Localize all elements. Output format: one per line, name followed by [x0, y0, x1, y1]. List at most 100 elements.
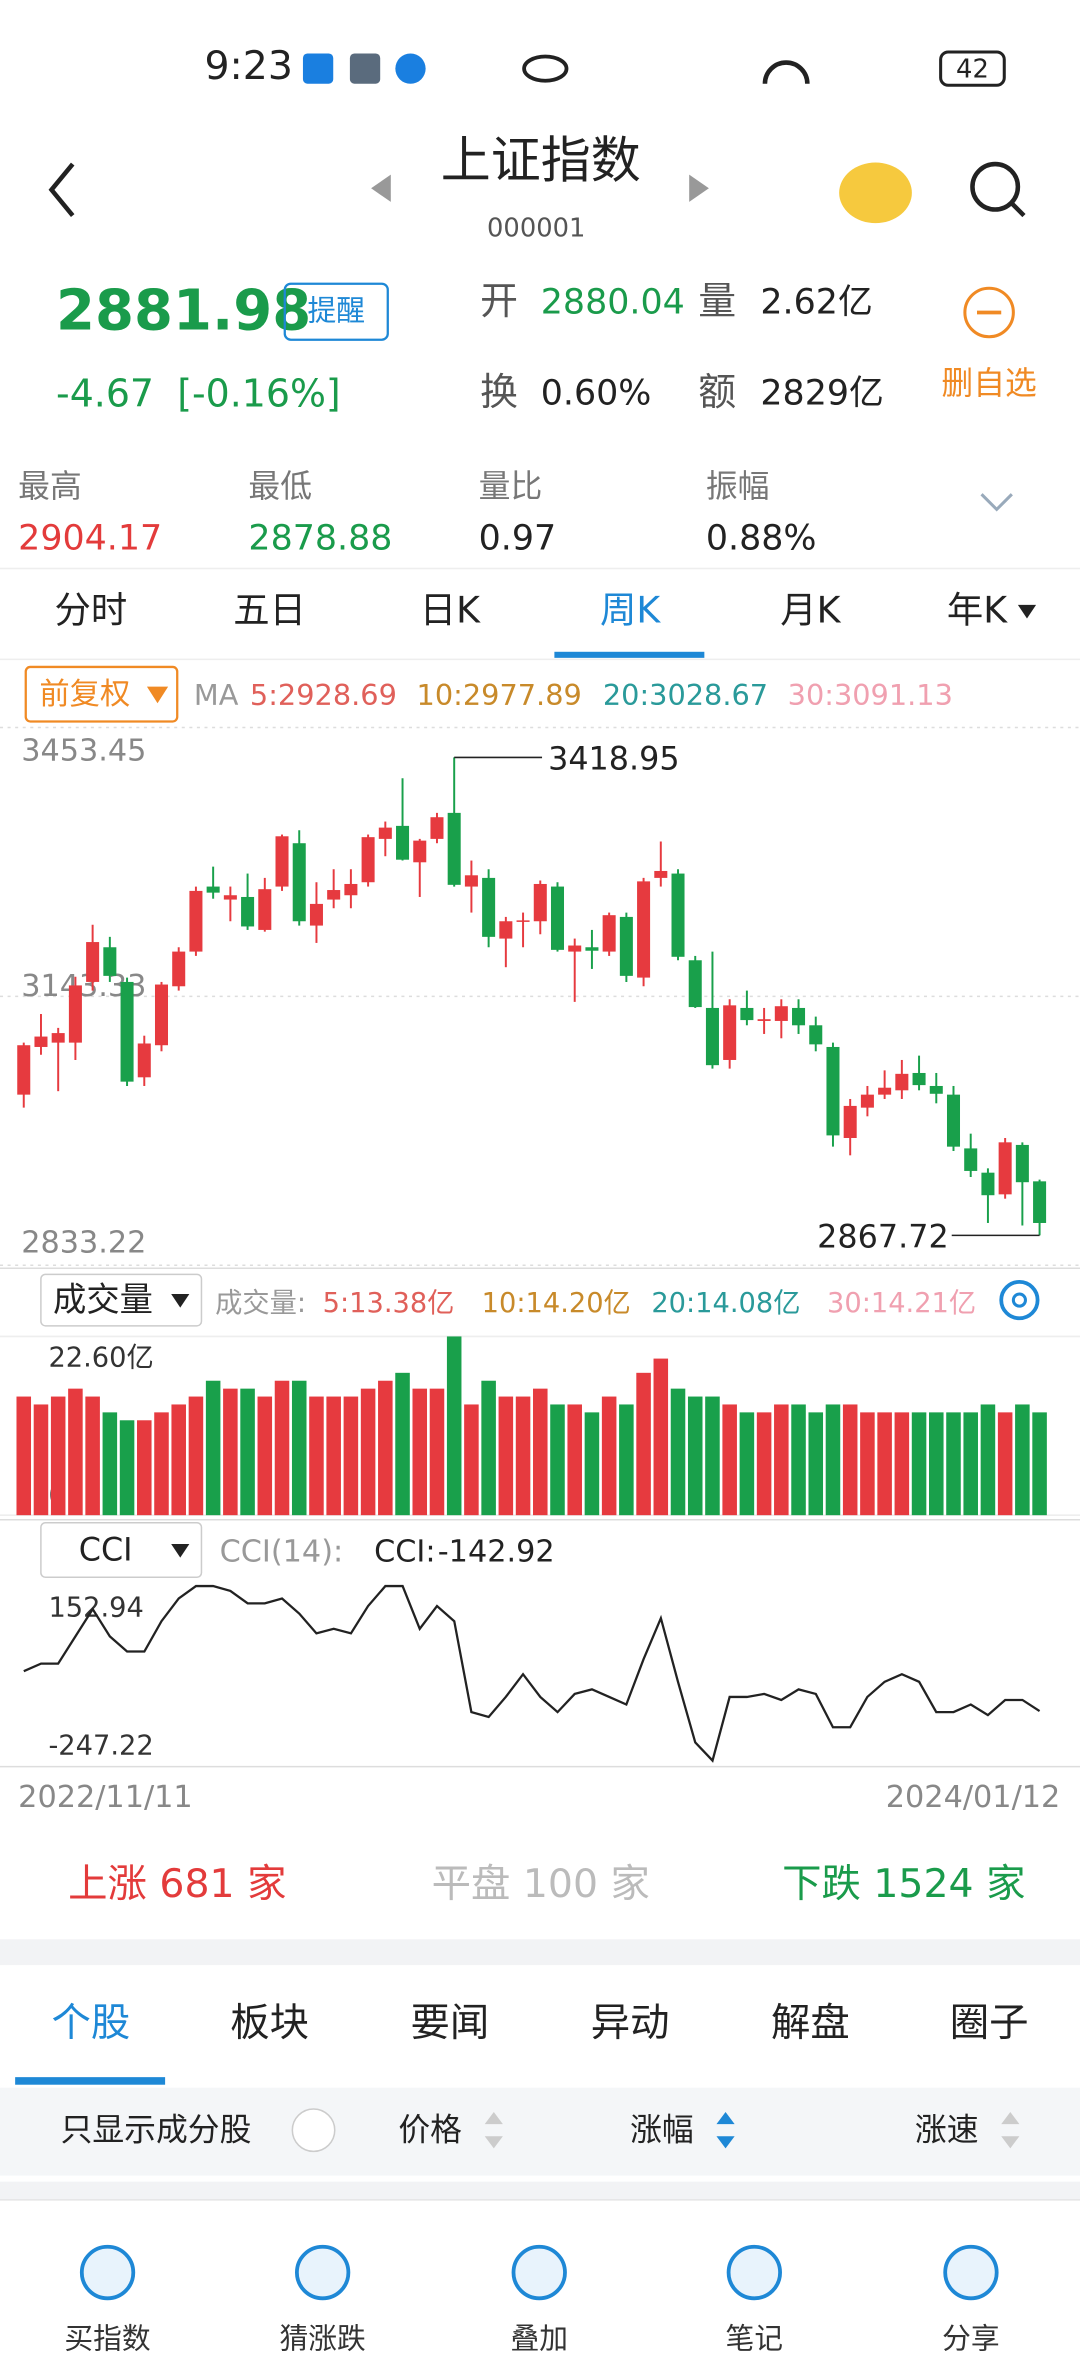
list-tab[interactable]: 圈子: [950, 2000, 1029, 2046]
nav-icon[interactable]: [79, 2244, 136, 2301]
candle-body: [671, 873, 685, 957]
turnover-value: 0.60%: [541, 373, 652, 413]
dropdown-arrow: [146, 686, 169, 704]
period-tab[interactable]: 分时: [55, 588, 128, 631]
volume-bar: [653, 1358, 669, 1516]
nav-icon[interactable]: [294, 2244, 351, 2301]
volume-bar: [533, 1388, 548, 1516]
volume-bar: [205, 1380, 221, 1516]
candle-body: [292, 843, 306, 922]
volume-bar: [326, 1396, 341, 1516]
candle-body: [430, 817, 444, 839]
candle-body: [602, 915, 616, 952]
volume-bar: [550, 1404, 565, 1516]
list-tab[interactable]: 要闻: [410, 2000, 489, 2046]
candle-body: [378, 827, 392, 839]
candle-body: [809, 1025, 823, 1045]
vol-label: 量: [698, 279, 736, 323]
candle-body: [723, 1005, 737, 1060]
filter-toggle[interactable]: [291, 2108, 336, 2153]
candle-body: [51, 1033, 65, 1043]
list-tab[interactable]: 解盘: [771, 2000, 850, 2046]
candle-body: [344, 883, 358, 896]
high-label: 3418.95: [548, 740, 680, 777]
spacer: [0, 1939, 1080, 1966]
volume-bar: [877, 1412, 892, 1516]
avatar[interactable]: [839, 162, 912, 224]
breadth-flat: 平盘 100 家: [432, 1861, 650, 1907]
indicator-selector[interactable]: [40, 1521, 203, 1579]
volume-bar: [464, 1404, 479, 1516]
list-tab[interactable]: 板块: [230, 2000, 309, 2046]
ma-label: MA: [194, 678, 239, 712]
volume-bar: [567, 1404, 582, 1516]
candle-body: [774, 1006, 788, 1021]
candle-body: [705, 1007, 719, 1066]
battery-level: 42: [956, 55, 989, 85]
nav-icon[interactable]: [726, 2244, 782, 2301]
prev-arrow[interactable]: [371, 174, 391, 202]
period-tab[interactable]: 日K: [420, 588, 481, 631]
volume-bar: [860, 1412, 875, 1516]
period-tab[interactable]: 周K: [600, 588, 661, 631]
filter-label: 只显示成分股: [61, 2112, 252, 2149]
start-date: 2022/11/11: [18, 1780, 193, 1815]
nav-label[interactable]: 叠加: [510, 2322, 568, 2356]
next-arrow[interactable]: [689, 174, 709, 202]
back-button[interactable]: [48, 162, 75, 217]
volume-bar: [378, 1380, 393, 1516]
stat-label: 最高: [18, 468, 82, 505]
change: -4.67: [56, 371, 154, 415]
volume-selector[interactable]: [40, 1273, 203, 1327]
candle-body: [964, 1148, 978, 1171]
stat-value: 2878.88: [248, 519, 392, 559]
breadth-up: 上涨 681 家: [68, 1861, 286, 1907]
change-pct: [-0.16%]: [177, 371, 340, 415]
alert-label: 提醒: [307, 293, 365, 327]
candle-body: [361, 837, 375, 883]
candle-body: [68, 985, 82, 1043]
candle-body: [516, 920, 530, 922]
volume-bar: [343, 1396, 359, 1516]
search-button[interactable]: [970, 161, 1021, 212]
remove-icon[interactable]: [963, 286, 1015, 339]
column-header[interactable]: 价格: [398, 2112, 462, 2149]
status-icon: [395, 53, 426, 84]
column-header[interactable]: 涨幅: [630, 2112, 694, 2149]
nav-icon[interactable]: [511, 2244, 567, 2301]
nav-icon[interactable]: [943, 2244, 999, 2301]
volume-bar: [223, 1388, 238, 1516]
candle-body: [103, 947, 117, 976]
list-tab[interactable]: 个股: [52, 2000, 131, 2046]
candle-body: [447, 812, 461, 885]
title: 上证指数: [441, 132, 641, 190]
remove-label[interactable]: 删自选: [941, 365, 1036, 402]
adjust-button[interactable]: [24, 665, 179, 723]
alert-button[interactable]: [283, 282, 389, 341]
column-header[interactable]: 涨速: [915, 2112, 979, 2149]
tab-underline: [15, 2077, 166, 2085]
volume-bar: [257, 1396, 273, 1516]
open-label: 开: [480, 279, 518, 323]
period-tab[interactable]: 月K: [780, 588, 841, 631]
list-tab[interactable]: 异动: [591, 2000, 670, 2046]
nav-label[interactable]: 分享: [942, 2322, 1000, 2356]
expand-button[interactable]: [980, 493, 1013, 512]
nav-label[interactable]: 笔记: [726, 2322, 784, 2356]
candle-body: [998, 1142, 1012, 1195]
amount-value: 2829亿: [760, 373, 883, 413]
adjust-label: 前复权: [39, 677, 130, 712]
nav-label[interactable]: 买指数: [64, 2322, 150, 2356]
candle-body: [464, 875, 478, 887]
candle-body: [189, 890, 203, 952]
candle-body: [1033, 1181, 1047, 1223]
nav-label[interactable]: 猜涨跌: [279, 2322, 365, 2356]
candle-body: [757, 1019, 771, 1021]
settings-button[interactable]: [999, 1280, 1040, 1321]
period-tab[interactable]: 年K: [947, 588, 1008, 631]
stat-value: 0.88%: [706, 519, 817, 559]
period-tab[interactable]: 五日: [233, 588, 306, 631]
status-icon: [302, 53, 334, 84]
volume-bar: [171, 1404, 186, 1516]
